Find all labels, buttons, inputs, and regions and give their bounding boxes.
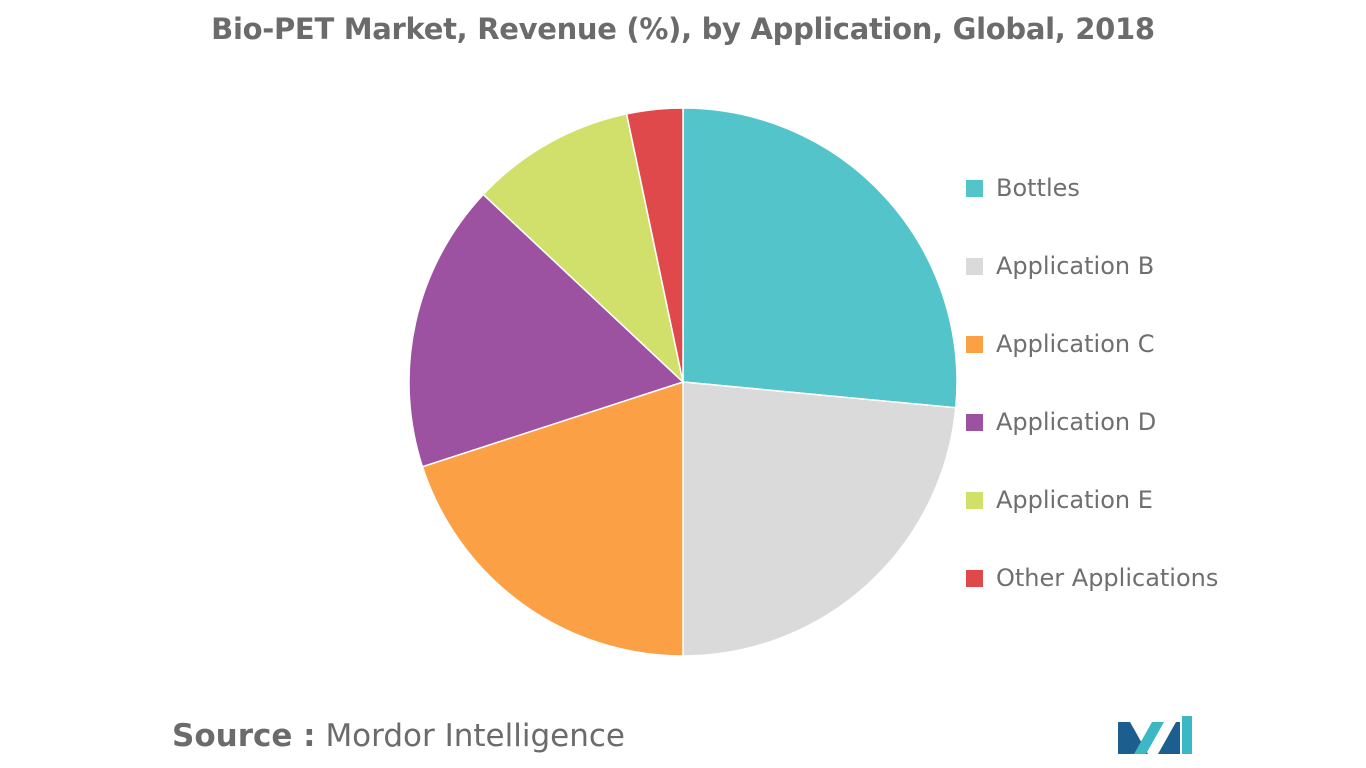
- legend-item: Application C: [966, 324, 1154, 364]
- legend-item: Application D: [966, 402, 1156, 442]
- pie-slice-other-applications: [625, 107, 684, 383]
- chart-title: Bio-PET Market, Revenue (%), by Applicat…: [211, 12, 1155, 46]
- source-note: Source : Mordor Intelligence: [172, 718, 625, 754]
- legend-item: Application B: [966, 246, 1154, 286]
- legend-label: Bottles: [996, 174, 1080, 202]
- legend-label: Application C: [996, 330, 1155, 358]
- pie-slice-application-d: [408, 193, 685, 468]
- source-value: Mordor Intelligence: [325, 718, 625, 754]
- legend-swatch: [966, 179, 983, 197]
- legend-label: Application E: [996, 486, 1153, 514]
- legend-label: Other Applications: [996, 564, 1219, 592]
- legend-item: Application E: [966, 480, 1153, 520]
- legend-label: Application B: [996, 252, 1155, 280]
- source-label: Source :: [172, 718, 316, 754]
- pie-slice-bottles: [682, 107, 958, 409]
- mordor-intelligence-logo-icon: [1118, 716, 1192, 754]
- legend-swatch: [966, 335, 983, 353]
- pie-slice-application-b: [682, 381, 957, 657]
- legend-swatch: [966, 413, 983, 431]
- legend-label: Application D: [996, 408, 1157, 436]
- legend-swatch: [966, 569, 983, 587]
- pie-slice-application-e: [482, 112, 685, 385]
- legend-item: Other Applications: [966, 558, 1218, 598]
- legend-swatch: [966, 491, 983, 509]
- legend-swatch: [966, 257, 983, 275]
- pie-slice-application-c: [421, 380, 684, 657]
- legend-item: Bottles: [966, 168, 1080, 208]
